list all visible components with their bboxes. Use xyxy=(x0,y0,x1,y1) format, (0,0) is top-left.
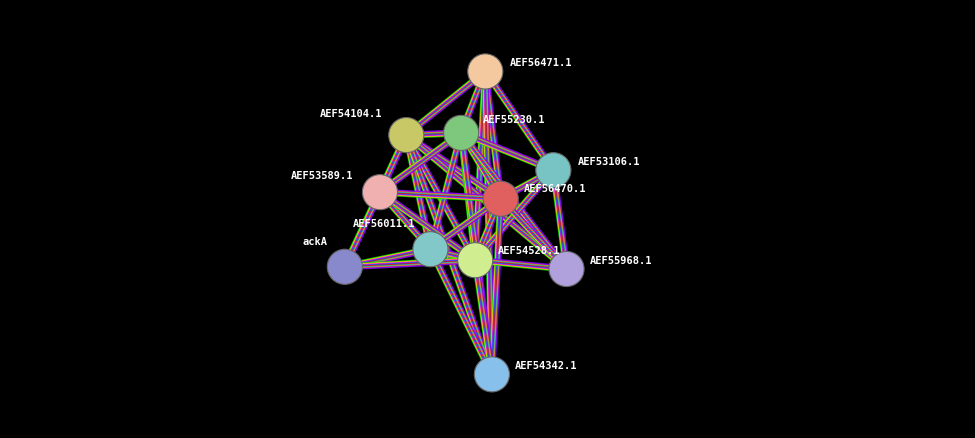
Text: AEF54528.1: AEF54528.1 xyxy=(498,245,561,255)
Circle shape xyxy=(389,118,424,153)
Circle shape xyxy=(468,55,503,90)
Circle shape xyxy=(549,252,584,287)
Circle shape xyxy=(483,182,519,217)
Circle shape xyxy=(457,243,492,278)
Circle shape xyxy=(474,357,510,392)
Text: AEF56011.1: AEF56011.1 xyxy=(353,219,415,229)
Text: AEF55968.1: AEF55968.1 xyxy=(589,255,652,265)
Text: AEF53589.1: AEF53589.1 xyxy=(292,170,354,180)
Text: AEF54342.1: AEF54342.1 xyxy=(515,360,577,370)
Text: ackA: ackA xyxy=(302,236,328,246)
Text: AEF56471.1: AEF56471.1 xyxy=(510,58,572,68)
Circle shape xyxy=(412,232,448,267)
Circle shape xyxy=(328,250,363,285)
Circle shape xyxy=(363,175,398,210)
Circle shape xyxy=(444,116,479,151)
Circle shape xyxy=(536,153,571,188)
Text: AEF54104.1: AEF54104.1 xyxy=(320,109,382,119)
Text: AEF55230.1: AEF55230.1 xyxy=(483,115,546,125)
Text: AEF56470.1: AEF56470.1 xyxy=(524,184,586,194)
Text: AEF53106.1: AEF53106.1 xyxy=(577,156,640,166)
